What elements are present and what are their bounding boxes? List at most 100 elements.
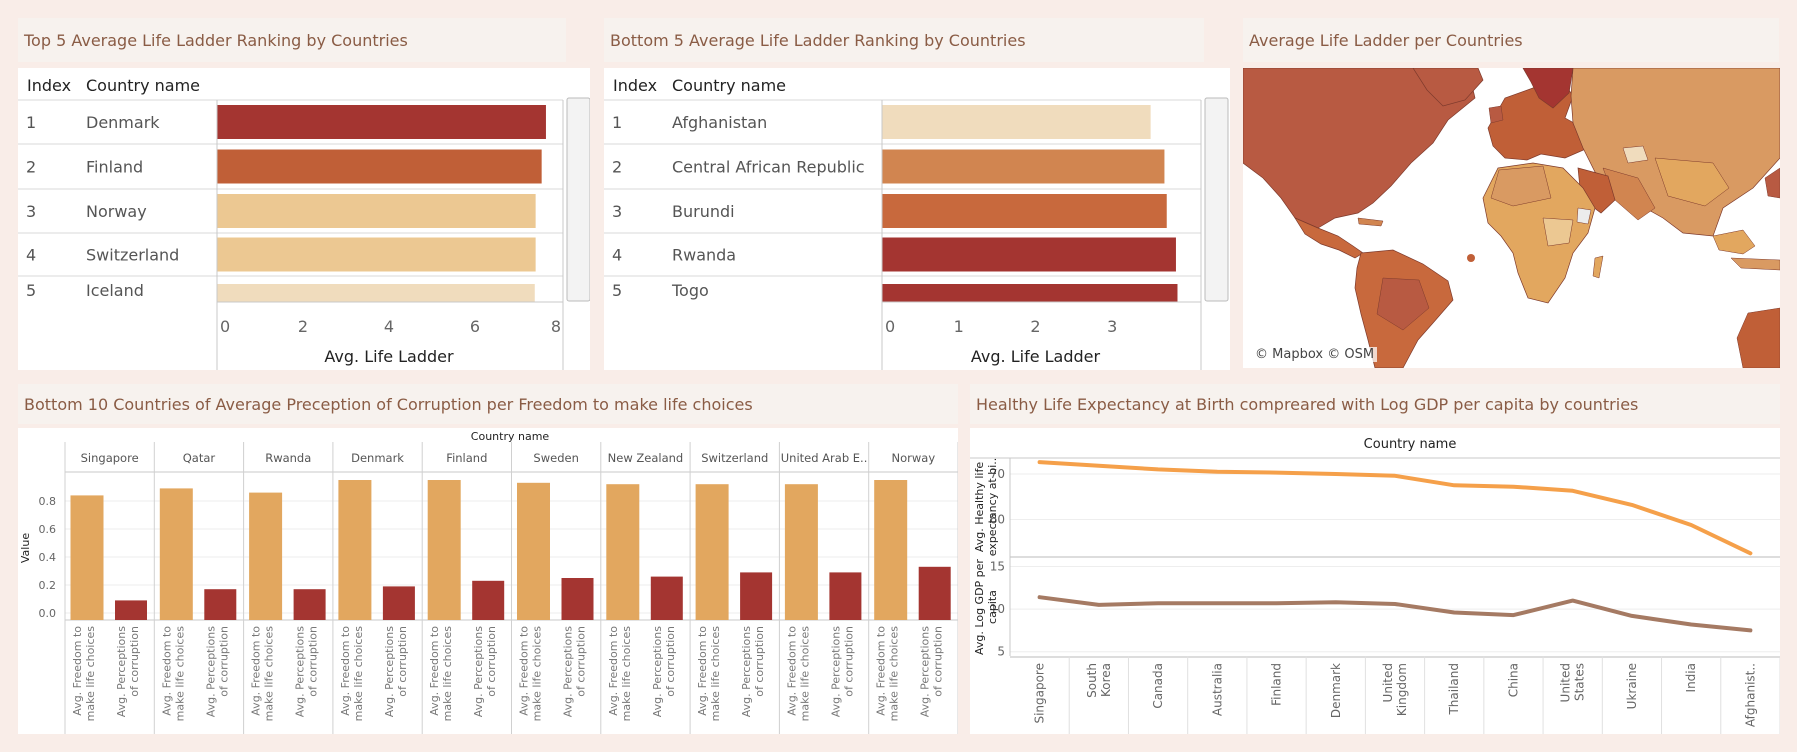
x-tick-label: United [1381,663,1395,702]
country-header: Switzerland [701,451,768,465]
y-axis-title: Avg. Healthy life [973,462,986,552]
life-expectancy-line-chart: Country name 60 70 Avg. Healthy life expecta… [970,437,1781,734]
bar-corruption [115,600,147,620]
y-tick-label: 15 [990,560,1005,574]
header-index: Index [27,76,71,95]
bar-label: Avg. Freedom to [518,626,531,716]
row-index: 5 [612,281,622,300]
x-tick-label: 0 [885,317,895,336]
bar-label: make life choices [352,626,365,722]
header-country-name: Country name [86,76,200,95]
bar-central-african-republic [882,149,1165,184]
bar-label: of corruption [396,626,409,697]
y-tick-label: 10 [990,602,1005,616]
x-tick-label: Singapore [1033,663,1047,724]
bar-freedom [427,480,461,620]
country-header: Qatar [183,451,216,465]
bar-label: Avg. Perceptions [919,626,932,718]
x-tick-label: 2 [298,317,308,336]
x-tick-label: Denmark [1329,663,1343,718]
bar-label: Avg. Freedom to [160,626,173,716]
row-index: 4 [612,246,622,265]
x-tick-label: Thailand [1447,663,1461,716]
bar-label: Avg. Perceptions [740,626,753,718]
y-axis-title: Value [19,533,32,563]
x-tick-label: States [1573,663,1587,701]
map-region-central-america [1294,217,1364,259]
bar-label: of corruption [128,626,141,697]
bar-label: make life choices [620,626,633,722]
x-tick-label: 4 [384,317,394,336]
y-tick-label: 60 [990,513,1005,527]
row-index: 1 [612,113,622,132]
bar-label: of corruption [753,626,766,697]
world-map[interactable]: © Mapbox © OSM [1243,68,1780,368]
map-region-greenland [1412,68,1484,107]
bar-label: make life choices [798,626,811,722]
row-country: Norway [86,202,147,221]
bar-corruption [561,578,594,620]
bar-switzerland [217,237,536,272]
x-tick-label: United [1559,663,1573,702]
top5-bar-chart: Index Country name 1 Denmark 2 Finland 3 Norway… [18,76,591,370]
bar-label: Avg. Freedom to [71,626,84,716]
x-tick-label: Ukraine [1625,663,1639,709]
y-axis-title: expectancy at bi.. [986,458,999,557]
world-map-shapes [1243,68,1780,368]
map-attribution[interactable]: © Mapbox © OSM [1252,347,1378,362]
bar-label: Avg. Perceptions [562,626,575,718]
row-country: Central African Republic [672,158,865,177]
map-region-scandinavia [1522,68,1574,109]
bar-label: of corruption [664,626,677,697]
bar-label: Avg. Freedom to [339,626,352,716]
bar-label: Avg. Perceptions [651,626,664,718]
scrollbar[interactable] [566,97,591,302]
bar-label: Avg. Perceptions [829,626,842,718]
bar-label: of corruption [932,626,945,697]
bottom5-chart-panel: Index Country name 1 Afghanistan 2 Central Af… [604,68,1230,370]
country-header: Singapore [81,451,139,465]
header-country-name: Country name [672,76,786,95]
bar-label: Avg. Freedom to [785,626,798,716]
map-title: Average Life Ladder per Countries [1243,18,1779,62]
bar-togo [882,284,1178,302]
x-tick-label: 0 [220,317,230,336]
bar-afghanistan [882,105,1151,139]
bar-freedom [517,482,550,620]
bottom5-bar-chart: Index Country name 1 Afghanistan 2 Central Af… [604,76,1229,370]
country-header: Sweden [533,451,578,465]
country-header: Finland [446,451,487,465]
bar-corruption [204,589,237,620]
row-country: Switzerland [86,246,179,265]
row-index: 3 [26,202,36,221]
columns-header: Country name [471,430,550,443]
country-header: Rwanda [265,451,311,465]
row-country: Denmark [86,113,160,132]
x-tick-label: Kingdom [1395,663,1409,716]
x-axis-title: Avg. Life Ladder [971,347,1101,366]
bar-label: of corruption [485,626,498,697]
bar-label: Avg. Freedom to [607,626,620,716]
bar-corruption [829,572,862,620]
y-tick-label: 0.6 [39,523,57,536]
bar-freedom [338,480,372,620]
corruption-title: Bottom 10 Countries of Average Preceptio… [18,384,958,424]
bar-label: make life choices [84,626,97,722]
x-tick-label: China [1506,663,1520,697]
x-axis-title: Avg. Life Ladder [324,347,454,366]
row-country: Togo [671,281,709,300]
bar-label: make life choices [441,626,454,722]
y-axis-title: Avg. Log GDP per [973,559,986,655]
y-tick-label: 0.2 [39,579,57,592]
row-country: Afghanistan [672,113,767,132]
x-tick-label: 6 [470,317,480,336]
scrollbar[interactable] [1204,97,1229,302]
bar-label: make life choices [531,626,544,722]
life-title: Healthy Life Expectancy at Birth comprea… [970,384,1780,424]
bar-label: make life choices [173,626,186,722]
top5-title: Top 5 Average Life Ladder Ranking by Cou… [18,18,566,62]
bar-label: make life choices [263,626,276,722]
bar-denmark [217,105,546,139]
bar-label: Avg. Perceptions [383,626,396,718]
bar-corruption [293,589,326,620]
